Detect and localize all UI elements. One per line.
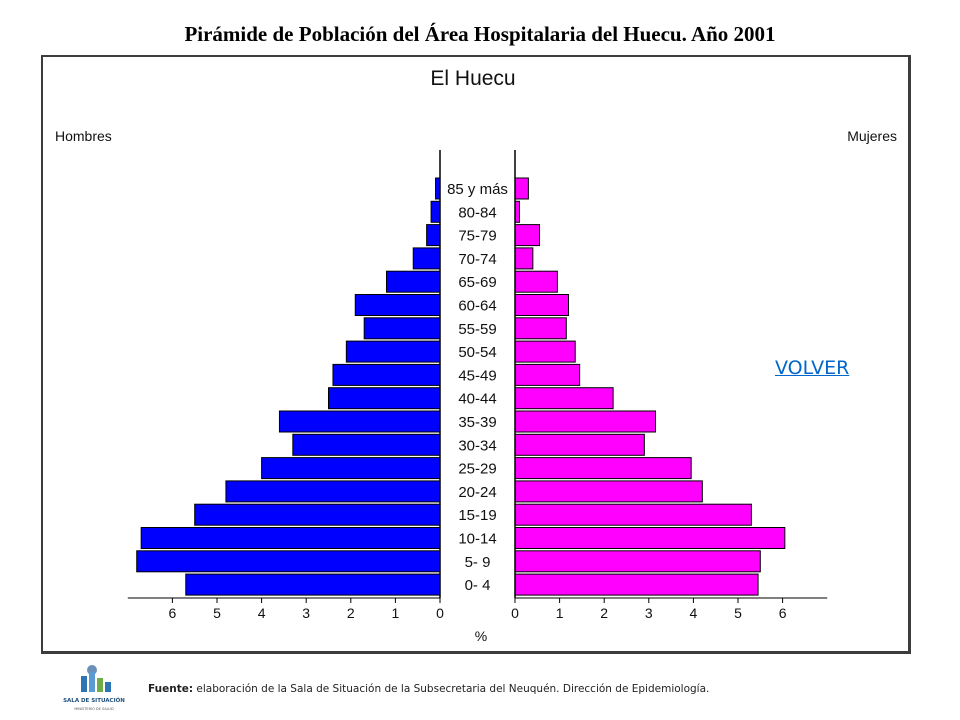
x-tick-label: 2 (347, 605, 355, 621)
x-tick-label: 3 (645, 605, 653, 621)
men-bar (261, 457, 441, 480)
x-tick-label: 5 (734, 605, 742, 621)
women-bar (514, 410, 656, 433)
population-pyramid-chart: El Huecu Hombres Mujeres 85 y más 80-84 75… (55, 67, 897, 644)
men-bar (194, 503, 441, 526)
age-group-label: 5- 9 (465, 554, 491, 571)
women-bar (514, 457, 692, 480)
axes: 0 0 1 1 2 2 3 3 4 4 5 5 6 6 (127, 150, 828, 621)
age-group-label: 70-74 (458, 251, 496, 268)
age-group-label: 45-49 (458, 367, 496, 384)
age-group-label: 35-39 (458, 414, 496, 431)
men-series (136, 177, 441, 596)
age-group-label: 50-54 (458, 344, 496, 361)
x-tick-label: 1 (556, 605, 564, 621)
women-bar (514, 317, 567, 340)
age-group-label: 55-59 (458, 321, 496, 338)
men-bar (136, 550, 441, 573)
x-tick-label: 0 (511, 605, 519, 621)
x-tick-label: 1 (392, 605, 400, 621)
women-bar (514, 270, 558, 293)
women-bar (514, 527, 786, 549)
age-group-label: 30-34 (458, 437, 496, 454)
logo-text: SALA DE SITUACIÓN (63, 697, 125, 704)
chart-frame: El Huecu Hombres Mujeres 85 y más 80-84 75… (41, 55, 911, 654)
men-bar (185, 573, 441, 596)
footer-source: Fuente: elaboración de la Sala de Situac… (148, 683, 709, 695)
x-tick-label: 6 (779, 605, 787, 621)
women-bar (514, 363, 581, 386)
men-bar (332, 363, 441, 386)
men-bar (278, 410, 441, 433)
age-group-label: 10-14 (458, 531, 496, 548)
x-tick-label: 3 (302, 605, 310, 621)
men-bar (354, 294, 441, 316)
men-bar (430, 200, 441, 223)
age-group-label: 80-84 (458, 204, 496, 221)
men-bar (345, 340, 441, 363)
x-axis-label: % (475, 628, 487, 644)
age-group-label: 65-69 (458, 274, 496, 291)
men-bar (292, 433, 441, 456)
x-tick-label: 4 (258, 605, 266, 621)
women-bar (514, 247, 534, 270)
women-bar (514, 294, 570, 316)
age-group-label: 85 y más (447, 181, 508, 198)
women-bar (514, 550, 761, 573)
women-series (514, 177, 786, 596)
age-group-label: 60-64 (458, 298, 496, 315)
women-bar (514, 177, 529, 200)
x-tick-label: 2 (600, 605, 608, 621)
men-bar (412, 247, 441, 270)
x-tick-label: 0 (436, 605, 444, 621)
women-side-label: Mujeres (847, 128, 897, 144)
men-bar (225, 480, 441, 503)
logo-subtext: MINISTERIO DE SALUD (74, 707, 114, 711)
x-tick-label: 5 (213, 605, 221, 621)
x-tick-label: 4 (690, 605, 698, 621)
men-bar (426, 224, 441, 247)
women-bar (514, 224, 541, 247)
men-side-label: Hombres (55, 128, 112, 144)
sala-de-situacion-logo: SALA DE SITUACIÓN MINISTERIO DE SALUD (63, 665, 125, 711)
women-bar (514, 433, 645, 456)
men-bar (385, 270, 441, 293)
footer-source-text: elaboración de la Sala de Situación de l… (193, 683, 710, 695)
footer-source-label: Fuente: (148, 683, 194, 695)
women-bar (514, 480, 703, 503)
women-bar (514, 573, 759, 596)
women-bar (514, 387, 614, 410)
men-bar (363, 317, 441, 340)
men-bar (328, 387, 441, 410)
volver-link[interactable]: VOLVER (775, 357, 850, 379)
men-bar (140, 527, 441, 549)
age-group-label: 15-19 (458, 507, 496, 524)
age-group-labels: 85 y más 80-84 75-79 70-74 65-69 60-64 55-59 50… (447, 181, 508, 594)
women-bar (514, 503, 752, 526)
age-group-label: 40-44 (458, 391, 496, 408)
age-group-label: 0- 4 (465, 577, 491, 594)
women-bar (514, 340, 576, 363)
page-title: Pirámide de Población del Área Hospitala… (184, 22, 776, 46)
age-group-label: 75-79 (458, 228, 496, 245)
chart-title: El Huecu (430, 67, 515, 90)
age-group-label: 20-24 (458, 484, 496, 501)
x-tick-label: 6 (169, 605, 177, 621)
age-group-label: 25-29 (458, 461, 496, 478)
